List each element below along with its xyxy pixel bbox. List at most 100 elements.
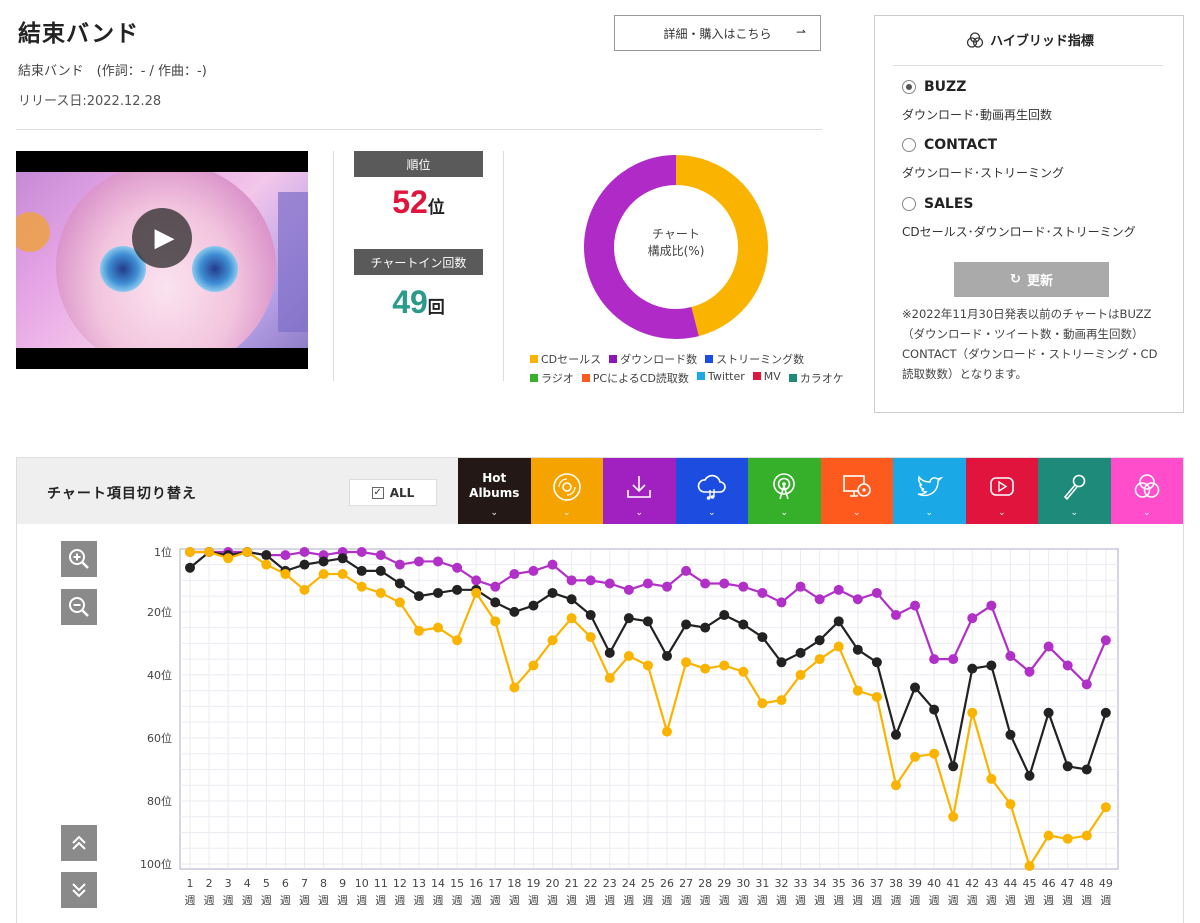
radio-button[interactable] xyxy=(902,80,916,94)
hybrid-index-panel: ハイブリッド指標 BUZZ ダウンロード･動画再生回数 CONTACT ダウンロ… xyxy=(874,15,1184,413)
legend-label: ラジオ xyxy=(541,372,574,385)
chartin-value: 49回 xyxy=(354,284,483,321)
tab-streaming[interactable]: ⌄ xyxy=(675,458,748,524)
legend-label: ダウンロード数 xyxy=(620,353,698,366)
streaming-icon xyxy=(697,474,726,500)
double-chevron-down-icon xyxy=(72,883,86,898)
radio-desc-contact: ダウンロード･ストリーミング xyxy=(902,166,1065,180)
legend-item: ラジオ xyxy=(530,370,574,386)
tab-karaoke[interactable]: ⌄ xyxy=(1038,458,1111,524)
download-icon xyxy=(627,476,652,498)
radio-label-sales: SALES xyxy=(924,196,974,212)
legend-item: MV xyxy=(752,370,781,386)
legend-swatch xyxy=(581,374,590,382)
legend-swatch xyxy=(530,374,538,382)
chevron-down-icon: ⌄ xyxy=(635,508,644,518)
radio-contact[interactable]: CONTACT xyxy=(902,137,997,153)
legend-label: カラオケ xyxy=(799,372,844,385)
radio-buzz[interactable]: BUZZ xyxy=(902,79,966,95)
radio-button[interactable] xyxy=(902,197,916,211)
page-title: 結束バンド xyxy=(18,21,140,47)
checkbox-checked-icon[interactable]: ✓ xyxy=(371,486,384,499)
legend-item: Twitter xyxy=(696,370,745,386)
chartin-label: チャートイン回数 xyxy=(354,249,483,275)
tab-mv[interactable]: ⌄ xyxy=(965,458,1038,524)
hybrid-note: ※2022年11月30日発表以前のチャートはBUZZ（ダウンロード・ツイート数・… xyxy=(902,307,1158,381)
radio-sales[interactable]: SALES xyxy=(902,196,974,212)
rank-label: 順位 xyxy=(354,151,483,177)
donut-slice-2 xyxy=(584,155,699,339)
chevron-down-icon: ⌄ xyxy=(1070,508,1079,518)
legend-label: MV xyxy=(763,370,781,383)
divider xyxy=(333,151,334,381)
tab-cd-sales[interactable]: ⌄ xyxy=(530,458,603,524)
legend-label: Twitter xyxy=(707,370,745,383)
chevron-down-icon: ⌄ xyxy=(562,508,571,518)
tab-pc-cd-read[interactable]: ⌄ xyxy=(820,458,893,524)
divider xyxy=(16,129,822,130)
radio-label-contact: CONTACT xyxy=(924,137,998,153)
radio-label-buzz: BUZZ xyxy=(924,79,967,95)
legend-item: ストリーミング数 xyxy=(705,351,804,367)
tab-download[interactable]: ⌄ xyxy=(603,458,676,524)
legend-item: CDセールス xyxy=(530,351,601,367)
legend-item: PCによるCD読取数 xyxy=(581,370,689,386)
hybrid-title: ハイブリッド指標 xyxy=(875,30,1185,52)
detail-button-label: 詳細・購入はこちら xyxy=(663,26,772,41)
legend-label: ストリーミング数 xyxy=(716,353,805,366)
tab-radio[interactable]: ⌄ xyxy=(748,458,821,524)
update-button[interactable]: ↻ 更新 xyxy=(954,262,1109,297)
all-toggle[interactable]: ✓ ALL xyxy=(349,479,437,506)
composition-donut-chart xyxy=(584,155,768,339)
donut-center-line2: 構成比(%) xyxy=(647,244,705,258)
tab-hybrid[interactable]: ⌄ xyxy=(1110,458,1183,524)
all-label: ALL xyxy=(389,485,415,500)
mv-play-icon xyxy=(989,477,1014,496)
legend-label: CDセールス xyxy=(541,353,602,366)
hybrid-icon xyxy=(966,32,984,52)
chevron-down-icon: ⌄ xyxy=(490,508,499,518)
karaoke-mic-icon xyxy=(1064,474,1086,501)
rank-number: 52 xyxy=(392,184,428,220)
radio-desc-buzz: ダウンロード･動画再生回数 xyxy=(902,108,1053,122)
legend-item: カラオケ xyxy=(788,370,844,386)
divider xyxy=(893,65,1163,66)
play-icon[interactable]: ▶ xyxy=(132,208,192,268)
zoom-in-icon xyxy=(69,549,89,569)
chart-section: チャート項目切り替え ✓ ALL Hot Albums ⌄ ⌄ ⌄ xyxy=(16,457,1184,923)
legend-swatch xyxy=(705,355,714,363)
donut-slice-1 xyxy=(676,155,768,337)
twitter-icon xyxy=(917,475,944,497)
scroll-top-button[interactable] xyxy=(61,825,97,861)
legend-swatch xyxy=(609,355,618,363)
chevron-down-icon: ⌄ xyxy=(997,508,1006,518)
chevron-down-icon: ⌄ xyxy=(1142,508,1151,518)
radio-desc-sales: CDセールス･ダウンロード･ストリーミング xyxy=(902,225,1136,239)
zoom-in-button[interactable] xyxy=(61,541,97,577)
rank-unit: 位 xyxy=(427,198,445,217)
donut-center-line1: チャート xyxy=(652,227,700,241)
chart-switch-title: チャート項目切り替え xyxy=(47,486,197,502)
legend-item: ダウンロード数 xyxy=(609,351,697,367)
radio-button[interactable] xyxy=(902,138,916,152)
pc-cd-icon xyxy=(842,475,871,497)
update-button-label: 更新 xyxy=(1026,274,1053,289)
rank-value: 52位 xyxy=(354,184,483,221)
legend-label: PCによるCD読取数 xyxy=(592,372,689,385)
refresh-icon: ↻ xyxy=(1010,272,1021,287)
tab-hot-albums[interactable]: Hot Albums ⌄ xyxy=(458,458,531,524)
zoom-out-button[interactable] xyxy=(61,589,97,625)
tab-hot-albums-line: Albums xyxy=(469,486,520,500)
detail-purchase-button[interactable]: 詳細・購入はこちら ⇀ xyxy=(614,15,821,51)
legend-swatch xyxy=(788,374,797,382)
radio-icon xyxy=(773,473,796,500)
donut-center-label: チャート 構成比(%) xyxy=(620,226,732,260)
subtitle: 結束バンド (作詞：- / 作曲：-) xyxy=(18,64,207,79)
hybrid-title-text: ハイブリッド指標 xyxy=(990,34,1094,49)
video-player[interactable]: ▶ xyxy=(16,151,308,369)
scroll-bottom-button[interactable] xyxy=(61,872,97,908)
tab-twitter[interactable]: ⌄ xyxy=(893,458,966,524)
chartin-unit: 回 xyxy=(427,298,445,317)
divider xyxy=(503,151,504,381)
chart-tabs: Hot Albums ⌄ ⌄ ⌄ ⌄ ⌄ xyxy=(458,458,1183,524)
